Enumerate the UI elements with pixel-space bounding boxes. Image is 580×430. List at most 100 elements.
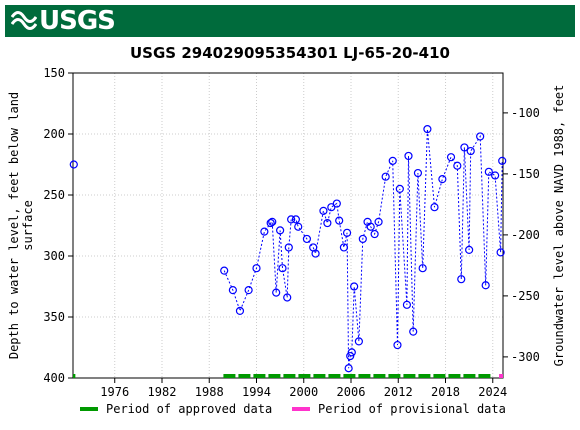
usgs-logo[interactable]: USGS [11, 6, 116, 36]
data-point [283, 293, 292, 302]
data-point [294, 222, 303, 231]
data-point [476, 132, 485, 141]
data-point [393, 340, 402, 350]
data-point [311, 249, 320, 258]
data-point [278, 264, 287, 273]
data-point [466, 146, 475, 156]
y2-tick-label: -200 [511, 228, 540, 242]
y2-tick-label: -300 [511, 350, 540, 364]
data-point [395, 184, 404, 193]
data-point [453, 161, 462, 170]
legend-approved-label: Period of approved data [106, 402, 273, 416]
data-point [244, 286, 253, 295]
data-point [430, 203, 439, 212]
data-point [235, 306, 245, 315]
y2-axis-label: Groundwater level above NAVD 1988, feet [552, 85, 566, 367]
usgs-banner: USGS [5, 5, 575, 37]
legend: Period of approved data Period of provis… [0, 402, 580, 420]
data-point [268, 217, 277, 226]
x-tick-label: 2018 [431, 385, 460, 399]
y-tick-label: 300 [43, 249, 65, 263]
data-point [409, 327, 418, 336]
data-point [252, 264, 261, 273]
usgs-logo-text: USGS [39, 6, 116, 36]
data-point [484, 167, 493, 176]
x-tick-label: 2012 [384, 385, 413, 399]
y-tick-label: 350 [43, 310, 65, 324]
data-point [287, 215, 296, 224]
legend-provisional: Period of provisional data [292, 402, 506, 416]
y-tick-label: 400 [43, 371, 65, 385]
y2-tick-label: -150 [511, 167, 540, 181]
data-point [446, 153, 456, 162]
data-point [332, 199, 341, 208]
axis-ticks: 1976 1982 1988 1994 2000 2006 2012 2018 2024 150 2… [43, 66, 540, 399]
y-tick-label: 250 [43, 188, 65, 202]
usgs-wave-icon [11, 11, 37, 30]
data-point [350, 282, 359, 291]
data-point [302, 234, 312, 244]
data-point [491, 171, 500, 180]
data-point [323, 218, 332, 228]
data-point [402, 300, 412, 309]
y-tick-label: 200 [43, 127, 65, 141]
plot-area [72, 72, 504, 379]
data-points [69, 125, 507, 373]
y2-tick-label: -250 [511, 289, 540, 303]
provisional-swatch [292, 407, 310, 411]
data-point [291, 215, 300, 224]
data-point [413, 168, 423, 178]
data-point [404, 151, 413, 161]
data-point [418, 264, 427, 273]
x-tick-label: 2006 [337, 385, 366, 399]
data-point [228, 286, 237, 295]
y-axis-label: Depth to water level, feet below landsur… [7, 92, 35, 359]
data-point [358, 234, 367, 244]
y-axis-label-line2: surface [21, 200, 35, 251]
data-point [346, 351, 355, 361]
x-tick-label: 2024 [478, 385, 507, 399]
data-point [266, 218, 275, 228]
data-point [69, 160, 78, 169]
data-point [498, 156, 507, 165]
chart-title: USGS 294029095354301 LJ-65-20-410 [130, 44, 450, 62]
data-point [344, 364, 353, 373]
data-point [457, 275, 466, 284]
data-point [319, 206, 328, 215]
data-point [496, 248, 505, 257]
legend-approved: Period of approved data [80, 402, 272, 416]
data-point [388, 156, 397, 165]
grid-lines [73, 72, 503, 379]
data-point [220, 266, 229, 275]
x-tick-label: 1994 [242, 385, 271, 399]
data-point [481, 281, 490, 290]
data-point [272, 288, 281, 297]
y2-tick-label: -100 [511, 106, 540, 120]
data-point [381, 172, 390, 181]
x-tick-label: 1988 [195, 385, 224, 399]
data-point [366, 222, 375, 231]
x-tick-label: 1982 [148, 385, 177, 399]
y-axis-label-line1: Depth to water level, feet below land [7, 92, 21, 359]
data-point [342, 228, 352, 237]
data-point [370, 229, 379, 239]
data-point [460, 143, 469, 152]
x-tick-label: 1976 [100, 385, 129, 399]
data-point [354, 337, 363, 346]
data-point [438, 175, 447, 184]
y-tick-label: 150 [43, 66, 65, 80]
data-point [347, 348, 356, 357]
data-point [260, 227, 269, 236]
data-point [327, 203, 336, 212]
data-point [374, 217, 383, 226]
data-point [335, 216, 344, 225]
approved-swatch [80, 407, 98, 411]
x-tick-label: 2000 [289, 385, 318, 399]
data-point [276, 226, 285, 235]
data-point [284, 243, 293, 252]
legend-provisional-label: Period of provisional data [318, 402, 506, 416]
data-point [423, 125, 432, 134]
data-point [465, 245, 474, 254]
data-point [339, 243, 349, 252]
